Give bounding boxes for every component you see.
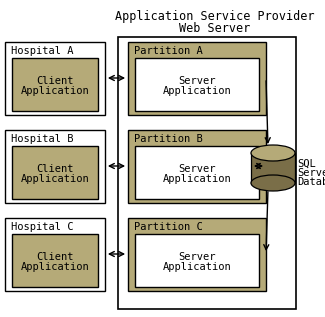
Bar: [251, 153, 295, 183]
Text: Application: Application: [162, 262, 231, 271]
Text: Hospital B: Hospital B: [11, 134, 73, 144]
Ellipse shape: [251, 175, 295, 191]
Text: Client: Client: [36, 75, 74, 86]
Text: Partition A: Partition A: [134, 46, 203, 56]
Text: Hospital C: Hospital C: [11, 222, 73, 232]
Ellipse shape: [251, 145, 295, 161]
Text: Application: Application: [20, 173, 89, 184]
FancyBboxPatch shape: [128, 130, 266, 203]
Text: SQL: SQL: [297, 159, 316, 169]
FancyBboxPatch shape: [5, 42, 105, 115]
Text: Application: Application: [20, 86, 89, 95]
FancyBboxPatch shape: [12, 234, 98, 287]
FancyBboxPatch shape: [12, 146, 98, 199]
FancyBboxPatch shape: [135, 234, 259, 287]
FancyBboxPatch shape: [5, 218, 105, 291]
Text: Server: Server: [178, 164, 216, 173]
Text: Hospital A: Hospital A: [11, 46, 73, 56]
Text: Application Service Provider: Application Service Provider: [115, 10, 315, 23]
Text: Database: Database: [297, 177, 325, 187]
Text: Server: Server: [178, 75, 216, 86]
FancyBboxPatch shape: [128, 218, 266, 291]
Text: Client: Client: [36, 164, 74, 173]
Text: Partition C: Partition C: [134, 222, 203, 232]
Text: Server: Server: [297, 168, 325, 178]
Text: Server: Server: [178, 251, 216, 262]
Text: Web Server: Web Server: [179, 22, 251, 35]
Text: Partition B: Partition B: [134, 134, 203, 144]
FancyBboxPatch shape: [135, 146, 259, 199]
Text: Application: Application: [162, 86, 231, 95]
FancyBboxPatch shape: [135, 58, 259, 111]
FancyBboxPatch shape: [118, 37, 296, 309]
FancyBboxPatch shape: [128, 42, 266, 115]
Text: Client: Client: [36, 251, 74, 262]
Text: Application: Application: [162, 173, 231, 184]
FancyBboxPatch shape: [12, 58, 98, 111]
FancyBboxPatch shape: [5, 130, 105, 203]
Text: Application: Application: [20, 262, 89, 271]
